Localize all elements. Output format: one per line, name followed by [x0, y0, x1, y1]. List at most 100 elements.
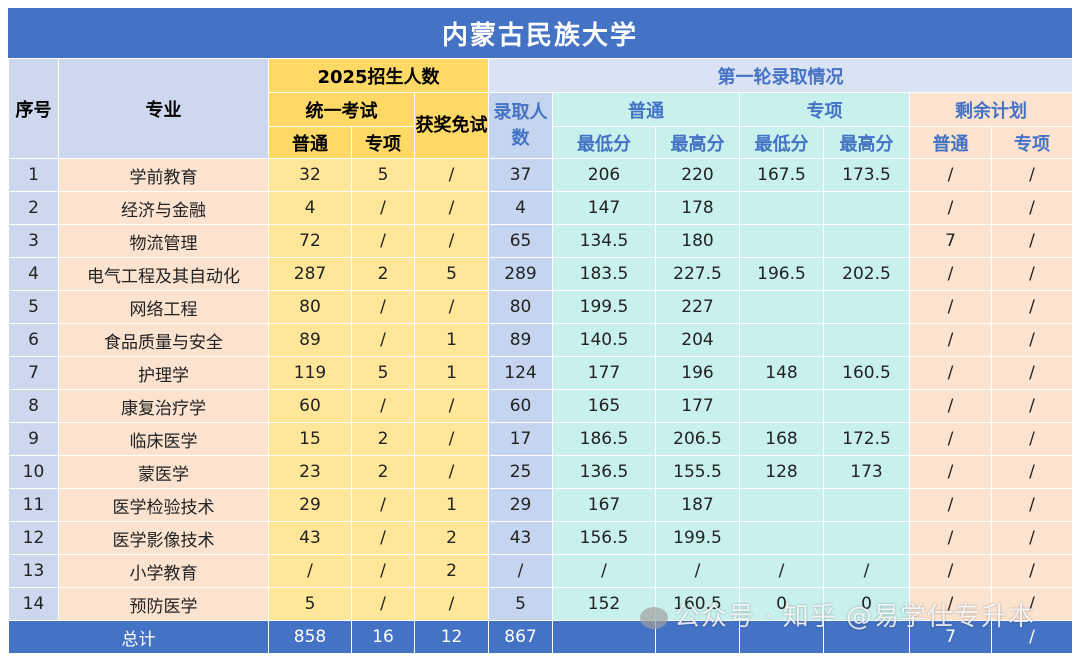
special-min-cell [739, 389, 825, 423]
special-max-cell [823, 224, 911, 258]
admitted-cell: 89 [488, 323, 554, 357]
special-min-cell [739, 191, 825, 225]
seq-cell: 9 [8, 422, 59, 456]
major-cell: 经济与金融 [58, 191, 269, 225]
seq-cell: 7 [8, 356, 59, 390]
table-row: 2 经济与金融 4//4 147 178// [8, 191, 1074, 225]
special-max-cell [823, 191, 911, 225]
plan-general-cell: 89 [268, 323, 352, 357]
header-plan-general: 普通 [268, 126, 352, 159]
header-remaining-special: 专项 [991, 126, 1074, 159]
admitted-cell: 60 [488, 389, 554, 423]
total-spec-max-cell [823, 620, 911, 654]
remaining-general-cell: / [909, 455, 993, 489]
plan-general-cell: 29 [268, 488, 352, 522]
table-row: 7 护理学 119 5 1 124 177 196 148 160.5// [8, 356, 1074, 390]
general-max-cell: 227.5 [655, 257, 741, 291]
general-max-cell: 180 [655, 224, 741, 258]
header-general-min: 最低分 [552, 126, 657, 159]
award-cell: / [413, 290, 490, 324]
plan-general-cell: 5 [268, 587, 352, 621]
plan-special-cell: 2 [351, 455, 415, 489]
major-cell: 预防医学 [58, 587, 269, 621]
total-row: 总计 858 16 12 867 7/ [8, 620, 1074, 654]
table-row: 8 康复治疗学 60//60 165 177// [8, 389, 1074, 423]
header-general-scores: 普通 [552, 92, 741, 127]
header-special-max: 最高分 [823, 126, 911, 159]
remaining-special-cell: / [991, 224, 1074, 258]
total-plan-general-cell: 858 [268, 620, 352, 654]
remaining-special-cell: / [991, 158, 1074, 192]
award-cell: / [413, 158, 490, 192]
remaining-special-cell: / [991, 389, 1074, 423]
remaining-special-cell: / [991, 323, 1074, 357]
general-max-cell: 160.5 [655, 587, 741, 621]
special-min-cell [739, 323, 825, 357]
plan-general-cell: 32 [268, 158, 352, 192]
admitted-cell: 65 [488, 224, 554, 258]
general-max-cell: 196 [655, 356, 741, 390]
admission-table: 序号 专业 2025招生人数 第一轮录取情况 统一考试 获奖免试 录取人数 普通… [8, 58, 1074, 654]
remaining-general-cell: / [909, 554, 993, 588]
general-min-cell: 177 [552, 356, 657, 390]
plan-general-cell: 80 [268, 290, 352, 324]
seq-cell: 11 [8, 488, 59, 522]
remaining-general-cell: / [909, 356, 993, 390]
plan-general-cell: 72 [268, 224, 352, 258]
general-min-cell: 199.5 [552, 290, 657, 324]
admitted-cell: 5 [488, 587, 554, 621]
special-max-cell [823, 488, 911, 522]
seq-cell: 3 [8, 224, 59, 258]
remaining-general-cell: / [909, 257, 993, 291]
remaining-general-cell: / [909, 488, 993, 522]
award-cell: 1 [413, 488, 490, 522]
general-min-cell: 152 [552, 587, 657, 621]
remaining-special-cell: / [991, 521, 1074, 555]
plan-special-cell: / [351, 521, 415, 555]
plan-special-cell: / [351, 554, 415, 588]
remaining-general-cell: / [909, 191, 993, 225]
header-remaining: 剩余计划 [909, 92, 1074, 127]
remaining-special-cell: / [991, 290, 1074, 324]
general-max-cell: 199.5 [655, 521, 741, 555]
award-cell: / [413, 422, 490, 456]
admitted-cell: 43 [488, 521, 554, 555]
award-cell: / [413, 224, 490, 258]
seq-cell: 10 [8, 455, 59, 489]
major-cell: 临床医学 [58, 422, 269, 456]
table-row: 3 物流管理 72//65 134.5 180 7/ [8, 224, 1074, 258]
header-award-exempt: 获奖免试 [413, 92, 490, 159]
award-cell: 2 [413, 521, 490, 555]
remaining-general-cell: / [909, 389, 993, 423]
watermark-text: 公众号 · 知乎 @易学仕专升本 [674, 602, 1036, 632]
general-max-cell: 155.5 [655, 455, 741, 489]
remaining-general-cell: 7 [909, 224, 993, 258]
plan-general-cell: 15 [268, 422, 352, 456]
special-min-cell: / [739, 554, 825, 588]
special-max-cell: / [823, 554, 911, 588]
plan-special-cell: 5 [351, 356, 415, 390]
plan-general-cell: 287 [268, 257, 352, 291]
special-max-cell: 160.5 [823, 356, 911, 390]
table-row: 13 小学教育 //2// / / / / / [8, 554, 1074, 588]
general-min-cell: 183.5 [552, 257, 657, 291]
seq-cell: 14 [8, 587, 59, 621]
plan-special-cell: 2 [351, 257, 415, 291]
general-max-cell: 220 [655, 158, 741, 192]
total-gen-max-cell [655, 620, 741, 654]
plan-general-cell: 119 [268, 356, 352, 390]
general-max-cell: 206.5 [655, 422, 741, 456]
remaining-special-cell: / [991, 554, 1074, 588]
general-max-cell: / [655, 554, 741, 588]
award-cell: 5 [413, 257, 490, 291]
table-row: 6 食品质量与安全 89/1 89 140.5 204// [8, 323, 1074, 357]
header-unified-exam: 统一考试 [268, 92, 415, 127]
general-min-cell: 134.5 [552, 224, 657, 258]
special-min-cell [739, 224, 825, 258]
remaining-general-cell: / [909, 422, 993, 456]
plan-general-cell: 60 [268, 389, 352, 423]
special-max-cell: 173 [823, 455, 911, 489]
major-cell: 食品质量与安全 [58, 323, 269, 357]
special-min-cell: 148 [739, 356, 825, 390]
